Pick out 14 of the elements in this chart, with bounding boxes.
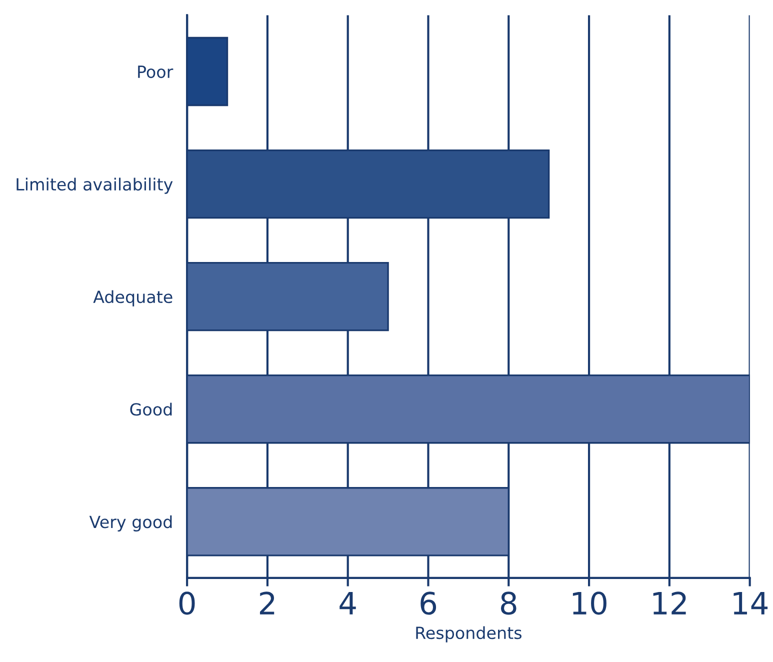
x-tick-label: 0	[179, 592, 195, 615]
x-tick-label: 8	[500, 592, 516, 615]
y-tick-label: Good	[130, 402, 172, 416]
y-tick-label: Poor	[138, 66, 174, 78]
y-tick-label: Adequate	[93, 290, 172, 306]
x-tick-label: 4	[340, 592, 356, 614]
x-tick-label: 2	[260, 592, 274, 614]
x-tick-label: 10	[572, 592, 606, 615]
x-tick-label: 6	[420, 592, 436, 615]
y-tick-label: Very good	[89, 515, 172, 532]
x-tick-label: 12	[653, 592, 686, 614]
y-tick-label: Limited availability	[16, 178, 173, 194]
x-axis-title: Respondents	[416, 626, 522, 642]
x-tick-label: 14	[734, 592, 768, 614]
